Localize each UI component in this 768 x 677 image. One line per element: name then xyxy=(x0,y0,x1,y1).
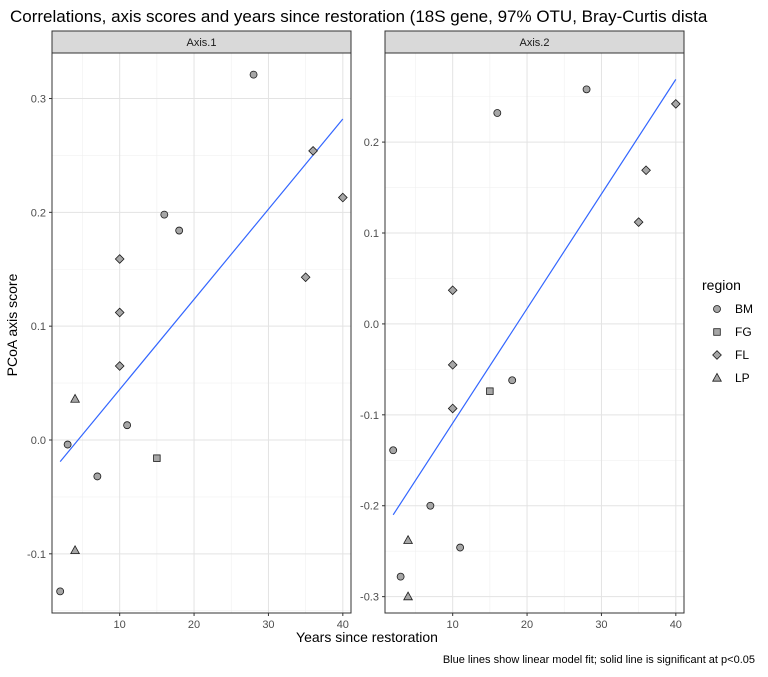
x-tick-label: 40 xyxy=(670,619,682,631)
data-point-fl xyxy=(447,285,458,296)
data-point-bm xyxy=(456,543,465,552)
x-tick-label: 10 xyxy=(447,619,459,631)
legend-entry-fl: FL xyxy=(712,348,749,362)
panel-background xyxy=(385,53,684,613)
data-point-bm xyxy=(389,446,398,455)
legend-title: region xyxy=(702,277,741,293)
panel-border xyxy=(51,52,352,614)
data-point-fg xyxy=(486,387,494,395)
data-point-fl xyxy=(308,146,318,156)
data-point-bm xyxy=(426,501,435,510)
y-tick-label: -0.1 xyxy=(27,549,46,561)
legend-entry-fg: FG xyxy=(713,325,752,339)
x-tick-label: 30 xyxy=(595,619,607,631)
y-tick-label: -0.2 xyxy=(360,501,379,513)
y-tick-label: -0.1 xyxy=(360,410,379,422)
x-tick-label: 30 xyxy=(262,619,274,631)
legend-entry-bm: BM xyxy=(713,302,753,316)
data-point-bm xyxy=(93,472,102,481)
data-point-fl xyxy=(641,165,651,176)
facet-panel-2: Axis.2 10 20 30 40 -0.3 -0.2 -0.1 0.0 0.1 0.2 xyxy=(360,30,685,631)
legend-key-lp xyxy=(712,372,722,382)
data-point-lp xyxy=(403,591,414,601)
data-point-bm xyxy=(56,587,65,596)
data-point-fl xyxy=(114,361,125,371)
legend-label: FG xyxy=(735,325,752,339)
y-tick-label: 0.0 xyxy=(31,435,46,447)
data-point-bm xyxy=(63,440,72,449)
data-point-bm xyxy=(123,421,132,430)
data-point-fg xyxy=(153,454,161,462)
caption: Blue lines show linear model fit; solid … xyxy=(443,654,755,666)
legend-label: FL xyxy=(735,348,749,362)
legend-key-fg xyxy=(713,328,721,336)
data-point-bm xyxy=(582,85,591,94)
panel-border xyxy=(384,52,685,614)
data-point-bm xyxy=(175,226,184,235)
y-tick-label: 0.2 xyxy=(31,207,46,219)
data-point-bm xyxy=(160,210,169,219)
legend-entry-lp: LP xyxy=(712,371,750,385)
data-point-fl xyxy=(114,307,125,318)
y-tick-label: -0.3 xyxy=(360,592,379,604)
legend-key-fl xyxy=(712,350,722,360)
fit-line xyxy=(392,79,677,516)
y-tick-label: 0.0 xyxy=(364,319,379,331)
x-tick-label: 20 xyxy=(521,619,533,631)
facet-strip-label: Axis.1 xyxy=(187,37,217,49)
data-point-fl xyxy=(337,192,348,203)
data-point-lp xyxy=(403,534,414,544)
data-point-bm xyxy=(249,70,258,79)
facet-panel-1: Axis.1 10 20 30 40 -0.1 0.0 0.1 0.2 0.3 xyxy=(27,30,352,631)
chart-title: Correlations, axis scores and years sinc… xyxy=(10,7,708,26)
data-point-fl xyxy=(670,99,681,109)
data-point-bm xyxy=(493,109,502,117)
legend-key-bm xyxy=(713,305,721,313)
legend-label: LP xyxy=(735,371,750,385)
facet-panels: Axis.1 10 20 30 40 -0.1 0.0 0.1 0.2 0.3 Axis.2 10 20… xyxy=(27,30,685,631)
data-point-bm xyxy=(396,572,405,581)
data-point-fl xyxy=(114,254,125,264)
x-tick-label: 20 xyxy=(188,619,200,631)
x-tick-label: 40 xyxy=(337,619,349,631)
data-point-lp xyxy=(70,393,81,403)
y-axis-title: PCoA axis score xyxy=(4,273,20,376)
panel-background xyxy=(52,53,351,613)
y-tick-label: 0.2 xyxy=(364,137,379,149)
legend-label: BM xyxy=(735,302,753,316)
data-point-fl xyxy=(447,359,458,370)
y-tick-label: 0.3 xyxy=(31,94,46,106)
data-point-lp xyxy=(70,544,81,554)
y-tick-label: 0.1 xyxy=(31,321,46,333)
facet-strip-label: Axis.2 xyxy=(520,37,550,49)
x-tick-label: 10 xyxy=(114,619,126,631)
legend: region BM FG FL LP xyxy=(702,277,753,385)
data-point-bm xyxy=(508,376,517,385)
y-tick-label: 0.1 xyxy=(364,228,379,240)
data-point-fl xyxy=(633,217,644,227)
data-point-fl xyxy=(300,272,311,283)
data-point-fl xyxy=(447,403,458,414)
fit-line xyxy=(59,118,344,462)
x-axis-title: Years since restoration xyxy=(296,629,438,645)
